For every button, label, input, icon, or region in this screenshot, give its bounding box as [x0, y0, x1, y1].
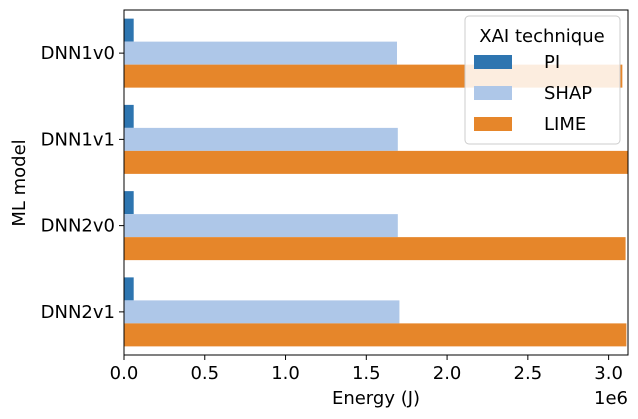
- bar-shap-dnn2v1: [124, 300, 400, 324]
- y-axis-label: ML model: [9, 139, 30, 226]
- x-tick-label: 0.5: [190, 363, 219, 384]
- x-axis-scale-label: 1e6: [594, 388, 628, 409]
- legend-label-lime: LIME: [544, 114, 586, 135]
- y-tick-label: DNN2v1: [41, 302, 115, 323]
- x-axis-label: Energy (J): [332, 388, 420, 409]
- y-tick-label: DNN2v0: [41, 216, 115, 237]
- bar-lime-dnn2v0: [124, 237, 626, 261]
- legend-swatch-pi: [474, 55, 512, 69]
- bar-pi-dnn2v1: [124, 277, 134, 301]
- x-tick-label: 3.0: [594, 363, 623, 384]
- bars: [124, 18, 628, 347]
- bar-lime-dnn2v1: [124, 323, 627, 347]
- x-tick-label: 2.5: [514, 363, 543, 384]
- bar-shap-dnn2v0: [124, 214, 398, 238]
- x-axis: 0.0 0.5 1.0 1.5 2.0 2.5 3.0: [110, 355, 623, 384]
- bar-shap-dnn1v0: [124, 41, 397, 65]
- bar-pi-dnn2v0: [124, 191, 134, 215]
- x-tick-label: 0.0: [110, 363, 139, 384]
- bar-lime-dnn1v1: [124, 150, 628, 174]
- legend-swatch-shap: [474, 86, 512, 100]
- y-tick-label: DNN1v0: [41, 43, 115, 64]
- legend: XAI technique PI SHAP LIME: [464, 15, 621, 145]
- x-tick-label: 1.0: [271, 363, 300, 384]
- legend-label-shap: SHAP: [544, 83, 592, 104]
- y-axis: DNN1v0 DNN1v1 DNN2v0 DNN2v1: [41, 43, 124, 323]
- legend-label-pi: PI: [544, 52, 560, 73]
- bar-shap-dnn1v1: [124, 127, 398, 151]
- x-tick-label: 2.0: [433, 363, 462, 384]
- legend-box: [464, 15, 621, 145]
- plot-area-frame: [123, 9, 629, 356]
- bar-pi-dnn1v0: [124, 18, 134, 42]
- bar-pi-dnn1v1: [124, 104, 134, 128]
- legend-title: XAI technique: [479, 26, 604, 47]
- x-tick-label: 1.5: [352, 363, 381, 384]
- y-tick-label: DNN1v1: [41, 129, 115, 150]
- legend-swatch-lime: [474, 117, 512, 131]
